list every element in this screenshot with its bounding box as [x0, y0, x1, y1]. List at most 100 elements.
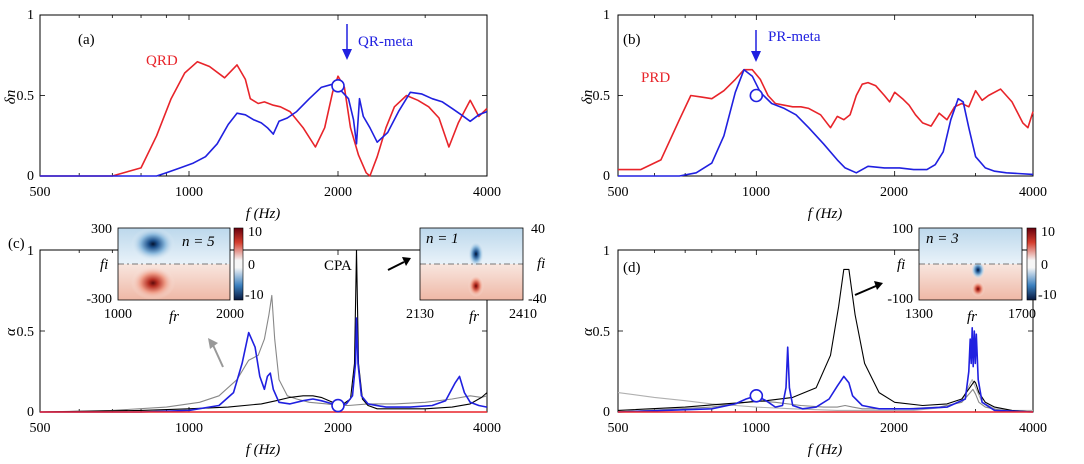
- inset-y-label: fi: [100, 257, 108, 273]
- inset-x-label: fr: [469, 309, 479, 325]
- colorbar-tick: -10: [1038, 288, 1057, 303]
- y-tick-label: 1: [603, 244, 610, 259]
- colorbar: [233, 227, 244, 301]
- highlight-marker: [331, 398, 345, 413]
- x-tick-label: 2000: [880, 421, 908, 436]
- y-tick-label: 1: [27, 8, 34, 23]
- inset-pointer-arrow: [208, 338, 224, 368]
- x-tick-label: 4000: [1019, 185, 1047, 200]
- series-line-lightgray-0: [617, 379, 1033, 411]
- panel-label: (a): [78, 32, 95, 48]
- inset-pointer-arrow: [387, 257, 411, 271]
- inset-x-label: fr: [967, 309, 977, 325]
- inset-y-label: fi: [537, 256, 545, 272]
- series-line-pr-meta: [618, 68, 1034, 177]
- series-line-qrd: [40, 60, 488, 177]
- inset-n-label: n = 5: [182, 234, 215, 250]
- y-tick-label: 0: [27, 405, 34, 420]
- series-label-pr-meta: PR-meta: [768, 29, 821, 45]
- inset-pointer-arrow: [854, 281, 883, 296]
- y-tick-label: 0: [27, 169, 34, 184]
- inset-y-tick: -100: [887, 292, 913, 307]
- y-axis-label: α: [3, 327, 19, 336]
- inset-n-label: n = 1: [426, 231, 459, 247]
- series-line-black-2: [617, 268, 1034, 413]
- inset-y-tick: 100: [892, 222, 913, 237]
- x-tick-label: 2000: [324, 421, 352, 436]
- inset-x-tick: 2130: [406, 307, 434, 322]
- inset-x-label: fr: [169, 309, 179, 325]
- arrow-pr-meta: [751, 30, 761, 62]
- x-tick-label: 1000: [175, 421, 203, 436]
- inset-n-label: n = 3: [926, 231, 959, 247]
- x-tick-label: 1000: [742, 421, 770, 436]
- x-tick-label: 2000: [880, 185, 908, 200]
- series-line-gray-1: [617, 388, 1034, 413]
- panel-a: 0 0.5 1 500 1000 2000 4000 f (Hz) δn (a)…: [3, 8, 501, 222]
- inset-x-tick: 1000: [104, 307, 132, 322]
- x-tick-label: 500: [608, 421, 629, 436]
- y-tick-label: 1: [603, 8, 610, 23]
- y-tick-label: 0.5: [593, 325, 611, 340]
- y-axis-label: δn: [580, 90, 596, 104]
- panel-c: 0 0.5 1 500 1000 2000 4000 f (Hz) α (c) …: [3, 222, 547, 458]
- x-tick-label: 500: [30, 185, 51, 200]
- inset-y-label: fi: [897, 257, 905, 273]
- inset-n3: n = 3 100 -100 fi 1300 1700 fr 10 0 -10: [854, 222, 1057, 325]
- arrow-qr-meta: [342, 24, 352, 60]
- y-tick-label: 0: [603, 405, 610, 420]
- series-line-qr-meta: [40, 83, 488, 177]
- panel-b: 0 0.5 1 500 1000 2000 4000 f (Hz) δn (b)…: [580, 8, 1047, 222]
- axis-ticks: [39, 14, 488, 177]
- x-tick-label: 1000: [175, 185, 203, 200]
- inset-x-tick: 1300: [905, 307, 933, 322]
- y-tick-label: 0.5: [593, 89, 611, 104]
- highlight-marker: [749, 388, 764, 403]
- y-tick-label: 0.5: [17, 325, 35, 340]
- x-axis-label: f (Hz): [246, 206, 281, 222]
- inset-x-tick: 2410: [509, 307, 537, 322]
- x-axis-label: f (Hz): [246, 442, 281, 458]
- y-tick-label: 1: [27, 244, 34, 259]
- colorbar-tick: 10: [1041, 225, 1055, 240]
- x-axis-label: f (Hz): [808, 442, 843, 458]
- series-label-qr-meta: QR-meta: [358, 34, 413, 50]
- series-line-gray-0: [39, 294, 488, 413]
- inset-y-tick: -300: [86, 292, 112, 307]
- axis-ticks: [617, 14, 1034, 177]
- highlight-marker: [331, 79, 345, 93]
- axes-frame: [39, 14, 488, 177]
- x-axis-label: f (Hz): [808, 206, 843, 222]
- y-axis-label: δn: [3, 90, 19, 104]
- inset-y-tick: 300: [91, 222, 112, 237]
- x-tick-label: 4000: [1019, 421, 1047, 436]
- colorbar-tick: 10: [248, 225, 262, 240]
- highlight-marker: [749, 88, 764, 103]
- panel-label: (c): [8, 236, 25, 252]
- y-tick-label: 0.5: [17, 89, 35, 104]
- colorbar-tick: 0: [1041, 258, 1048, 273]
- colorbar-tick: -10: [245, 288, 264, 303]
- series-label-qrd: QRD: [146, 53, 178, 69]
- inset-y-tick: 40: [531, 222, 545, 237]
- axes-frame: [617, 14, 1034, 177]
- panel-label: (b): [623, 32, 641, 48]
- x-tick-label: 2000: [324, 185, 352, 200]
- panel-d: 0 0.5 1 500 1000 2000 4000 f (Hz) α (d) …: [580, 222, 1057, 458]
- x-tick-label: 500: [608, 185, 629, 200]
- inset-n1: n = 1 40 -40 fi 2130 2410 fr: [387, 222, 547, 325]
- inset-n5: n = 5 300 -300 fi 1000 2000 fr 10 0 -10: [86, 222, 264, 368]
- colorbar-tick: 0: [248, 258, 255, 273]
- y-tick-label: 0: [603, 169, 610, 184]
- x-tick-label: 500: [30, 421, 51, 436]
- series-label-prd: PRD: [641, 70, 670, 86]
- y-axis-label: α: [580, 327, 596, 336]
- x-tick-label: 4000: [473, 185, 501, 200]
- x-tick-label: 1000: [742, 185, 770, 200]
- series-line-blue-2: [40, 317, 488, 413]
- inset-y-tick: -40: [528, 292, 547, 307]
- cpa-label: CPA: [324, 258, 352, 274]
- panel-label: (d): [623, 260, 641, 276]
- inset-x-tick: 2000: [216, 307, 244, 322]
